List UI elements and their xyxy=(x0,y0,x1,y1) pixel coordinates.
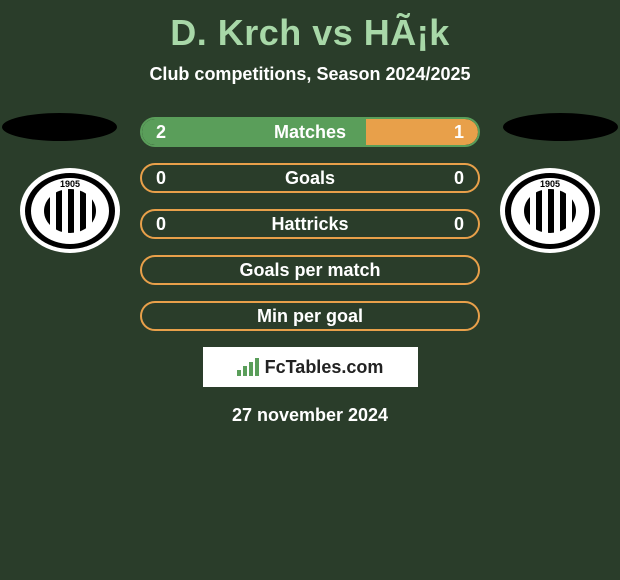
stat-bar: 00Hattricks xyxy=(140,209,480,239)
stat-bar: 21Matches xyxy=(140,117,480,147)
bar-chart-icon xyxy=(237,358,259,376)
stat-bar: Goals per match xyxy=(140,255,480,285)
stat-label: Min per goal xyxy=(142,306,478,327)
player-shadow-left xyxy=(2,113,117,141)
club-logo-right: 1905 xyxy=(500,168,600,253)
fctables-badge[interactable]: FcTables.com xyxy=(203,347,418,387)
player-shadow-right xyxy=(503,113,618,141)
stat-bars-container: 21Matches 00Goals 00Hattricks Goals per mat… xyxy=(140,113,480,331)
stat-bar: Min per goal xyxy=(140,301,480,331)
comparison-title: D. Krch vs HÃ¡k xyxy=(0,0,620,54)
stat-label: Goals per match xyxy=(142,260,478,281)
stat-label: Hattricks xyxy=(142,214,478,235)
comparison-subtitle: Club competitions, Season 2024/2025 xyxy=(0,64,620,85)
stat-bar: 00Goals xyxy=(140,163,480,193)
fctables-text: FcTables.com xyxy=(265,357,384,378)
logo-year-left: 1905 xyxy=(20,179,120,189)
stat-label: Matches xyxy=(142,122,478,143)
main-comparison-area: 1905 1905 21Matches 00Goals 00Hattricks Goa… xyxy=(0,113,620,331)
stat-label: Goals xyxy=(142,168,478,189)
club-logo-left: 1905 xyxy=(20,168,120,253)
snapshot-date: 27 november 2024 xyxy=(0,405,620,426)
logo-year-right: 1905 xyxy=(500,179,600,189)
